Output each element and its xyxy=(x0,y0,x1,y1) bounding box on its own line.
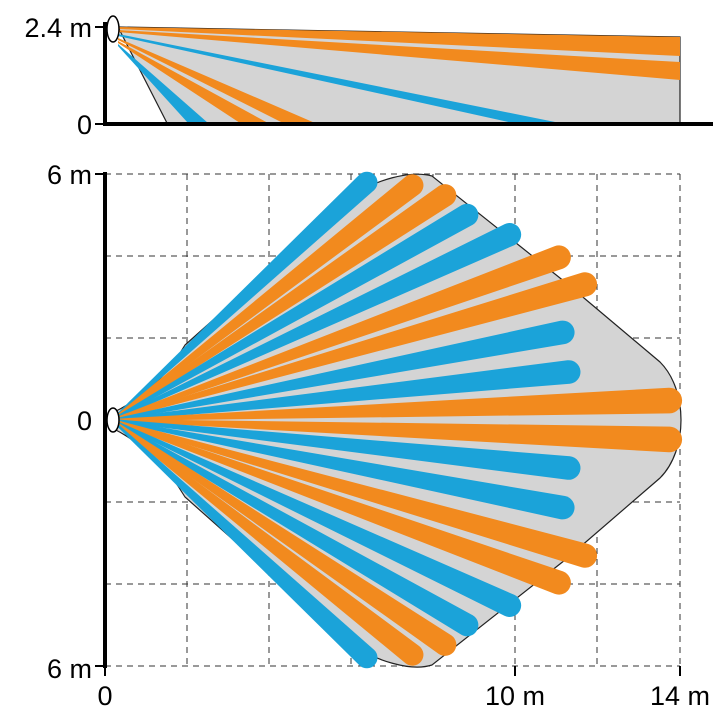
y-label-mid: 0 xyxy=(77,406,92,436)
beam-orange-1 xyxy=(111,174,424,421)
beam-orange-5 xyxy=(111,245,571,421)
side-beam-orange-0 xyxy=(118,27,680,56)
side-beams xyxy=(118,27,680,123)
beam-blue-0 xyxy=(111,171,378,421)
beam-orange-13 xyxy=(111,419,598,568)
beam-orange-10 xyxy=(111,419,683,453)
side-label-bottom: 0 xyxy=(77,110,92,140)
beam-blue-8 xyxy=(111,360,581,421)
beam-blue-11 xyxy=(111,419,581,480)
beam-blue-3 xyxy=(111,203,479,421)
side-view: 2.4 m 0 xyxy=(24,13,713,140)
beam-blue-4 xyxy=(111,223,522,421)
beam-blue-7 xyxy=(111,320,575,421)
side-beam-orange-3 xyxy=(118,38,315,123)
beam-orange-9 xyxy=(111,387,683,421)
side-beam-orange-4 xyxy=(118,41,268,123)
beam-orange-6 xyxy=(111,272,598,421)
beam-blue-12 xyxy=(111,419,575,520)
y-label-top: 6 m xyxy=(47,160,92,190)
beam-blue-15 xyxy=(111,419,522,617)
beam-orange-14 xyxy=(111,419,571,595)
top-view: 6 m 0 6 m 0 10 m 14 m xyxy=(47,160,710,711)
side-label-top: 2.4 m xyxy=(24,13,92,43)
beam-orange-2 xyxy=(111,184,457,421)
x-label-10: 10 m xyxy=(485,681,545,711)
beam-blue-19 xyxy=(111,419,378,669)
beam-orange-18 xyxy=(111,419,424,666)
x-label-0: 0 xyxy=(97,681,112,711)
side-beam-orange-1 xyxy=(118,30,680,80)
beam-orange-17 xyxy=(111,419,457,656)
top-beams xyxy=(111,171,683,669)
top-sensor-icon xyxy=(106,407,120,433)
beam-blue-16 xyxy=(111,419,479,637)
x-label-14: 14 m xyxy=(650,681,710,711)
side-sensor-icon xyxy=(106,15,120,43)
side-beam-blue-2 xyxy=(118,34,560,123)
side-beam-blue-5 xyxy=(118,44,208,123)
y-label-bottom: 6 m xyxy=(47,654,92,684)
